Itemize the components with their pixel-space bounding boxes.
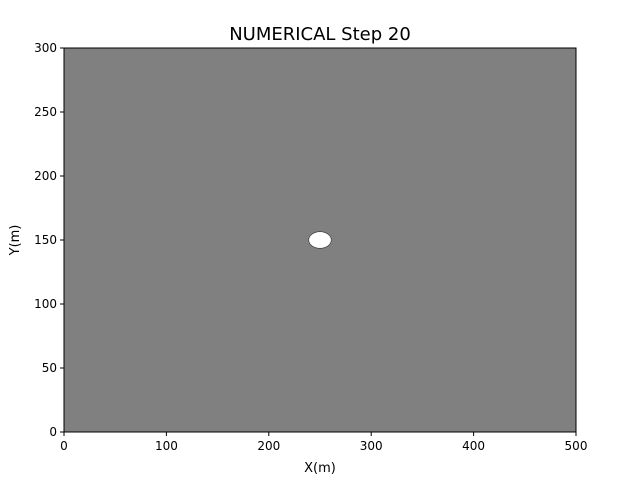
white-ellipse-region <box>308 231 332 249</box>
y-tick-label: 150 <box>34 233 57 247</box>
y-tick-label: 50 <box>42 361 57 375</box>
y-tick-label: 200 <box>34 169 57 183</box>
x-tick-label: 0 <box>60 439 68 453</box>
x-tick-label: 400 <box>462 439 485 453</box>
x-tick-label: 200 <box>257 439 280 453</box>
x-tick-label: 500 <box>565 439 588 453</box>
x-tick-label: 100 <box>155 439 178 453</box>
chart-title: NUMERICAL Step 20 <box>229 24 411 45</box>
x-tick-label: 300 <box>360 439 383 453</box>
y-tick-label: 100 <box>34 297 57 311</box>
x-axis-label: X(m) <box>304 461 336 476</box>
y-axis-label: Y(m) <box>8 225 23 257</box>
y-tick-label: 300 <box>34 41 57 55</box>
y-tick-label: 250 <box>34 105 57 119</box>
y-tick-label: 0 <box>49 425 57 439</box>
